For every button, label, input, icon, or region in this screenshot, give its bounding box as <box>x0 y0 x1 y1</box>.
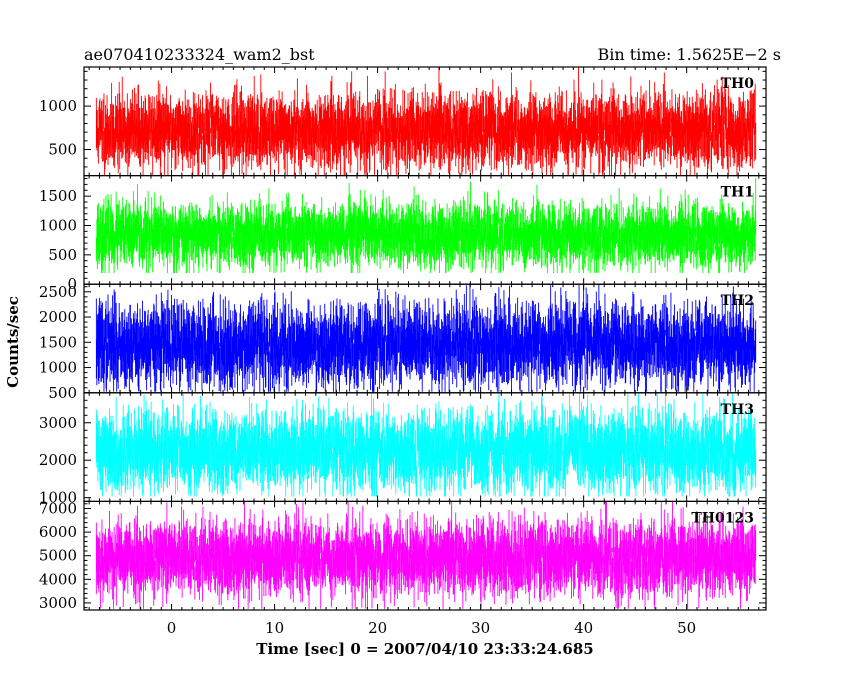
y-tick-label: 500 <box>48 246 77 264</box>
panel-th2: 500 1000 1500 2000 2500 TH2 <box>39 283 767 402</box>
series-th1 <box>95 177 757 274</box>
y-tick-label: 500 <box>48 141 77 159</box>
panel-label-th1: TH1 <box>721 185 754 201</box>
panel-th3: 1000 2000 3000 TH3 <box>39 392 767 507</box>
series-th0123 <box>95 501 757 609</box>
panel-th0: 500 1000 TH0 <box>39 66 767 177</box>
bin-time-label: Bin time: 1.5625E−2 s <box>598 45 781 64</box>
panel-label-th2: TH2 <box>721 293 754 309</box>
y-tick-label: 4000 <box>39 570 77 588</box>
y-tick-label: 1000 <box>39 216 77 234</box>
y-tick-label: 500 <box>48 384 77 402</box>
panel-th1: 0 500 1000 1500 TH1 <box>39 175 767 293</box>
y-tick-label: 1500 <box>39 333 77 351</box>
x-tick-label: 0 <box>167 619 177 637</box>
panel-label-th0123: TH0123 <box>691 510 754 526</box>
y-tick-label: 2500 <box>39 283 77 301</box>
series-th3 <box>95 392 757 497</box>
y-tick-label: 7000 <box>39 499 77 517</box>
series-th2 <box>95 284 757 392</box>
x-axis-label: Time [sec] 0 = 2007/04/10 23:33:24.685 <box>256 640 593 658</box>
series-th0 <box>95 67 757 176</box>
y-tick-label: 2000 <box>39 308 77 326</box>
y-tick-label: 0 <box>67 275 77 293</box>
y-tick-label: 1000 <box>39 359 77 377</box>
x-tick-label: 20 <box>368 619 387 637</box>
panel-th0123: 3000 4000 5000 6000 7000 TH0123 <box>39 499 767 612</box>
x-tick-label: 50 <box>677 619 696 637</box>
chart-title: ae070410233324_wam2_bst <box>84 45 315 64</box>
y-axis-label: Counts/sec <box>4 296 22 388</box>
y-tick-label: 5000 <box>39 547 77 565</box>
y-tick-label: 2000 <box>39 451 77 469</box>
panel-label-th3: TH3 <box>721 402 754 418</box>
y-tick-label: 1000 <box>39 97 77 115</box>
x-tick-label: 40 <box>574 619 593 637</box>
y-tick-label: 1500 <box>39 187 77 205</box>
x-tick-label: 30 <box>471 619 490 637</box>
y-tick-label: 3000 <box>39 594 77 612</box>
y-tick-label: 3000 <box>39 414 77 432</box>
x-tick-label: 10 <box>265 619 284 637</box>
y-tick-label: 1000 <box>39 489 77 507</box>
y-tick-label: 6000 <box>39 523 77 541</box>
panel-label-th0: TH0 <box>721 76 755 92</box>
